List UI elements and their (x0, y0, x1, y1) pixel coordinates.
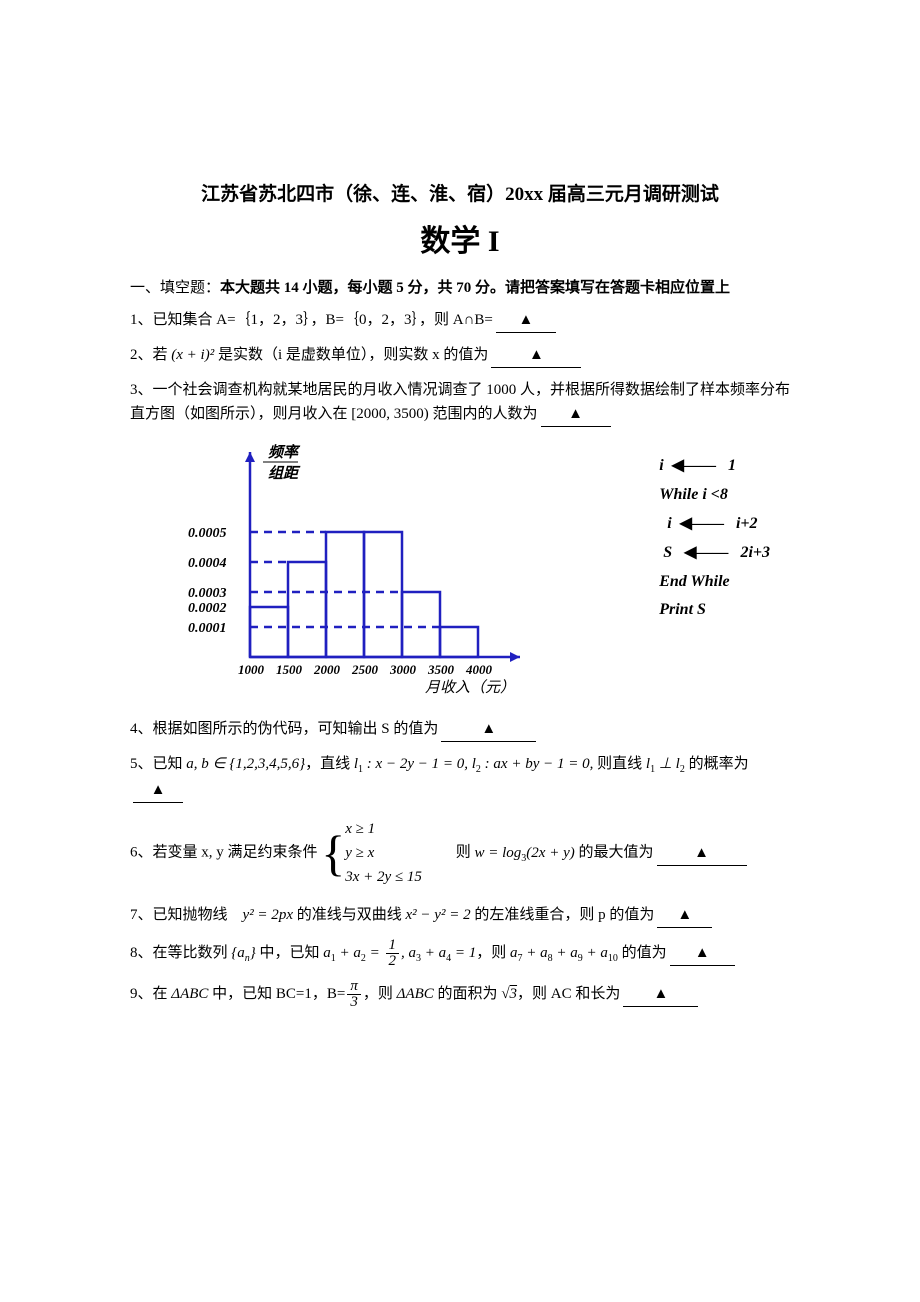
question-6: 6、若变量 x, y 满足约束条件 { x ≥ 1 y ≥ x 3x + 2y … (130, 817, 790, 889)
question-4: 4、根据如图所示的伪代码，可知输出 S 的值为 (130, 717, 790, 742)
q9-mid2: ，则 (363, 986, 397, 1002)
q9-prefix: 9、在 (130, 986, 171, 1002)
q2-blank (491, 343, 581, 368)
q4-blank (441, 717, 536, 742)
q8-sum: a7 + a8 + a9 + a10 (510, 945, 618, 961)
q6-prefix: 6、若变量 x, y 满足约束条件 (130, 845, 321, 861)
q9-tri2: ΔABC (397, 986, 434, 1002)
q5-perp: l1 ⊥ l2 (646, 756, 685, 772)
q7-hyper: x² − y² = 2 (406, 907, 471, 923)
q8-frac: 12 (386, 938, 400, 969)
q9-mid1: 中，已知 BC=1，B= (208, 986, 345, 1002)
q6-mid: 则 (426, 845, 475, 861)
pseudo-l3: i ◀—— i+2 (659, 510, 770, 539)
hist-xlabel: 月收入（元） (425, 679, 515, 696)
svg-text:0.0002: 0.0002 (188, 601, 227, 616)
q5-prefix: 5、已知 (130, 756, 186, 772)
q7-mid: 的准线与双曲线 (293, 907, 406, 923)
question-3: 3、一个社会调查机构就某地居民的月收入情况调查了 1000 人，并根据所得数据绘… (130, 378, 790, 427)
hist-ylabel-top: 频率 (268, 443, 301, 461)
q6-case1: x ≥ 1 (345, 817, 422, 841)
q4-text: 4、根据如图所示的伪代码，可知输出 S 的值为 (130, 721, 438, 737)
pseudo-l5: End While (659, 568, 770, 597)
q9-frac: π3 (347, 979, 361, 1010)
q7-end: 的左准线重合，则 p 的值为 (471, 907, 655, 923)
q6-case3: 3x + 2y ≤ 15 (345, 865, 422, 889)
q9-sqrt3: √3 (501, 986, 517, 1002)
q8-seq: {an} (231, 945, 256, 961)
q8-blank (670, 941, 735, 966)
q6-end: 的最大值为 (575, 845, 654, 861)
pseudo-l1: i ◀—— 1 (659, 452, 770, 481)
svg-text:3500: 3500 (427, 662, 455, 677)
q5-l1: l1 : x − 2y − 1 = 0, l2 : ax + by − 1 = … (354, 756, 594, 772)
question-8: 8、在等比数列 {an} 中，已知 a1 + a2 = 12, a3 + a4 … (130, 938, 790, 969)
svg-text:0.0003: 0.0003 (188, 586, 227, 601)
q3-blank (541, 402, 611, 427)
pseudo-code-block: i ◀—— 1 While i <8 i ◀—— i+2 S ◀—— 2i+3 … (659, 452, 770, 625)
q5-mid2: 则直线 (593, 756, 646, 772)
q8-mid1: 中，已知 (256, 945, 324, 961)
svg-text:3000: 3000 (389, 662, 417, 677)
q6-case2: y ≥ x (345, 841, 422, 865)
q2-mid: 是实数（i 是虚数单位），则实数 x 的值为 (214, 347, 488, 363)
q1-blank (496, 308, 556, 333)
q7-para: y² = 2px (243, 907, 293, 923)
question-1: 1、已知集合 A=｛1，2，3｝，B=｛0，2，3｝，则 A∩B= (130, 308, 790, 333)
q9-end: ，则 AC 和长为 (517, 986, 620, 1002)
figures-row: 频率 组距 0.0005 0.0004 0.0003 0.0002 0.0001 (150, 442, 790, 702)
svg-text:1000: 1000 (238, 662, 265, 677)
svg-text:1500: 1500 (276, 662, 303, 677)
q1-text: 1、已知集合 A=｛1，2，3｝，B=｛0，2，3｝，则 A∩B= (130, 312, 493, 328)
question-5: 5、已知 a, b ∈ {1,2,3,4,5,6}，直线 l1 : x − 2y… (130, 752, 790, 803)
pseudo-l4: S ◀—— 2i+3 (659, 539, 770, 568)
svg-text:0.0005: 0.0005 (188, 526, 227, 541)
q5-set: a, b ∈ {1,2,3,4,5,6} (186, 756, 305, 772)
q5-end: 的概率为 (685, 756, 749, 772)
svg-text:2500: 2500 (351, 662, 379, 677)
q7-blank (657, 903, 712, 928)
title-sub: 数学 I (130, 218, 790, 266)
q8-a12: a1 + a2 = (323, 945, 383, 961)
q2-prefix: 2、若 (130, 347, 171, 363)
question-2: 2、若 (x + i)² 是实数（i 是虚数单位），则实数 x 的值为 (130, 343, 790, 368)
q8-mid2: ，则 (476, 945, 510, 961)
pseudo-l6: Print S (659, 596, 770, 625)
question-9: 9、在 ΔABC 中，已知 BC=1，B=π3，则 ΔABC 的面积为 √3，则… (130, 979, 790, 1010)
q7-prefix: 7、已知抛物线 (130, 907, 243, 923)
hist-ylabel-bot: 组距 (268, 465, 301, 482)
section-bold: 本大题共 14 小题，每小题 5 分，共 70 分。请把答案填写在答题卡相应位置… (220, 280, 730, 296)
q9-tri: ΔABC (171, 986, 208, 1002)
q6-cases: { x ≥ 1 y ≥ x 3x + 2y ≤ 15 (321, 817, 422, 889)
q9-area: 的面积为 (434, 986, 502, 1002)
title-main: 江苏省苏北四市（徐、连、淮、宿）20xx 届高三元月调研测试 (130, 180, 790, 210)
q5-mid1: ，直线 (305, 756, 354, 772)
q8-end: 的值为 (618, 945, 667, 961)
q2-expr: (x + i)² (171, 347, 214, 363)
svg-text:0.0001: 0.0001 (188, 621, 227, 636)
svg-text:0.0004: 0.0004 (188, 556, 227, 571)
histogram-chart: 频率 组距 0.0005 0.0004 0.0003 0.0002 0.0001 (150, 442, 550, 702)
question-7: 7、已知抛物线 y² = 2px 的准线与双曲线 x² − y² = 2 的左准… (130, 903, 790, 928)
section-header: 一、填空题：本大题共 14 小题，每小题 5 分，共 70 分。请把答案填写在答… (130, 276, 790, 300)
svg-text:4000: 4000 (465, 662, 493, 677)
q8-a34: , a3 + a4 = 1 (401, 945, 476, 961)
q6-blank (657, 841, 747, 866)
q3-text: 3、一个社会调查机构就某地居民的月收入情况调查了 1000 人，并根据所得数据绘… (130, 382, 790, 422)
section-prefix: 一、填空题： (130, 280, 220, 296)
q5-blank (133, 778, 183, 803)
pseudo-l2: While i <8 (659, 481, 770, 510)
svg-text:2000: 2000 (313, 662, 341, 677)
q8-prefix: 8、在等比数列 (130, 945, 231, 961)
q6-w: w = log3(2x + y) (474, 845, 574, 861)
q9-blank (623, 982, 698, 1007)
